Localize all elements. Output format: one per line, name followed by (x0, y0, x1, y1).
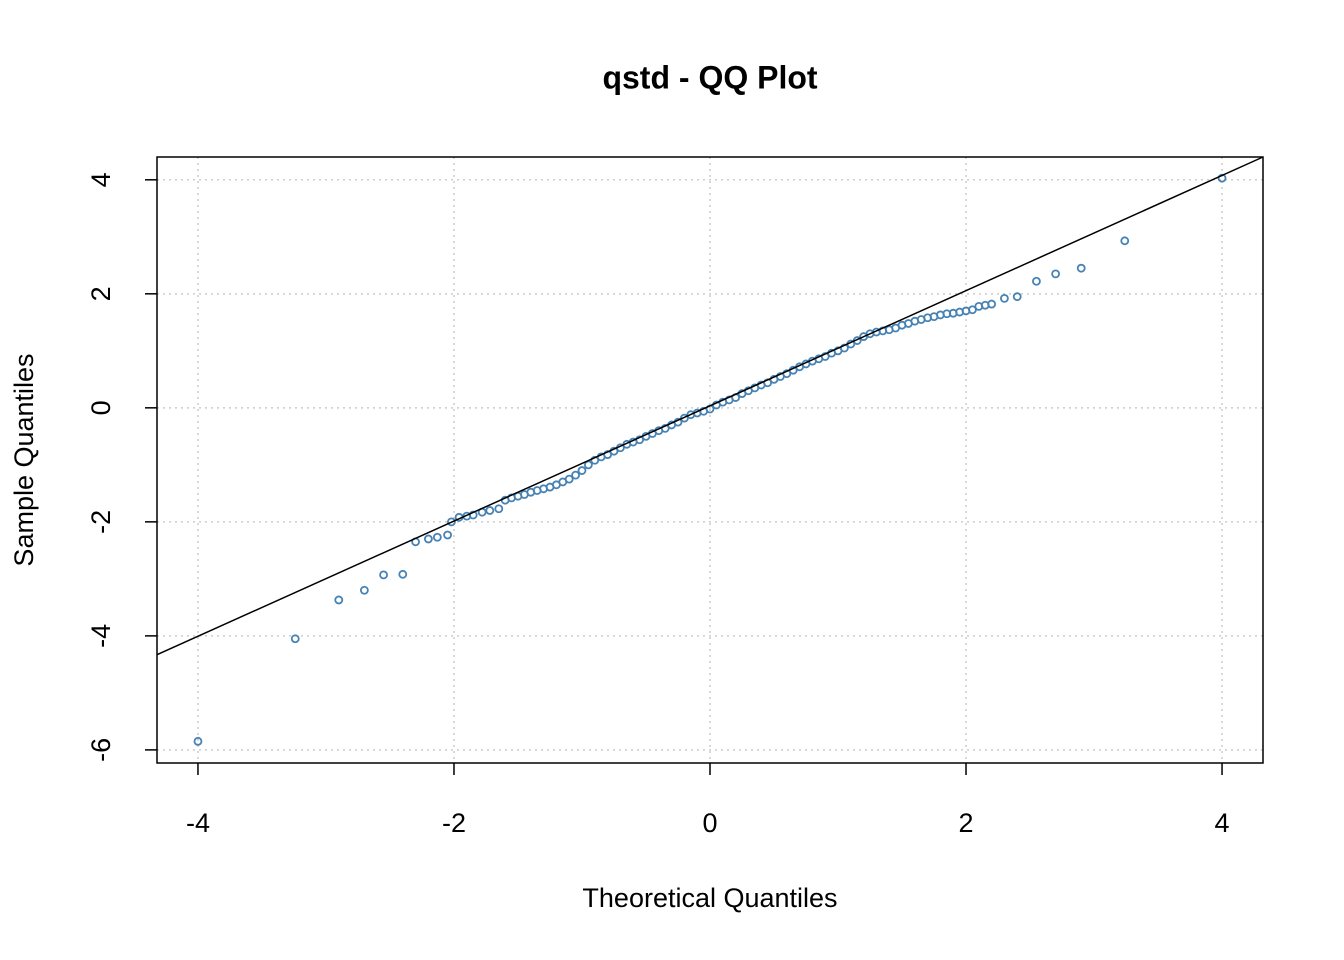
point (468, 510, 478, 520)
x-tick-label: 4 (1215, 808, 1230, 838)
chart-title: qstd - QQ Plot (602, 59, 817, 95)
y-axis-label: Sample Quantiles (9, 353, 39, 566)
point (379, 570, 388, 580)
x-tick-label: -2 (442, 808, 466, 838)
point (494, 504, 504, 514)
y-tick-label: -6 (86, 738, 116, 762)
x-axis-label: Theoretical Quantiles (582, 883, 837, 913)
y-tick-label: -4 (86, 624, 116, 648)
point (423, 534, 433, 544)
point (1051, 269, 1061, 279)
point (193, 736, 203, 746)
y-tick-label: -2 (86, 510, 116, 534)
point (485, 506, 495, 515)
point (577, 466, 587, 475)
point (968, 305, 977, 315)
point (590, 455, 600, 465)
point (987, 299, 997, 309)
point (1032, 276, 1041, 286)
x-tick-label: 0 (702, 808, 717, 838)
y-tick-label: 2 (86, 286, 116, 301)
point (840, 343, 849, 353)
x-tick-label: -4 (186, 808, 210, 838)
x-tick-label: 2 (959, 808, 974, 838)
point (359, 585, 369, 595)
point (290, 634, 300, 644)
point (443, 530, 452, 540)
point (679, 413, 689, 423)
point (432, 532, 442, 542)
point (398, 569, 408, 579)
point (564, 474, 574, 484)
point (571, 470, 580, 480)
point (1012, 292, 1022, 302)
point (1000, 293, 1009, 303)
point (1120, 236, 1130, 246)
point (603, 450, 612, 459)
point (1217, 173, 1227, 183)
point (447, 517, 456, 527)
point (334, 595, 344, 605)
y-tick-label: 4 (86, 172, 116, 187)
point (820, 352, 830, 361)
plot-frame (156, 156, 1264, 764)
point (1076, 263, 1086, 273)
y-tick-label: 0 (86, 400, 116, 415)
reference-line (156, 156, 1264, 656)
